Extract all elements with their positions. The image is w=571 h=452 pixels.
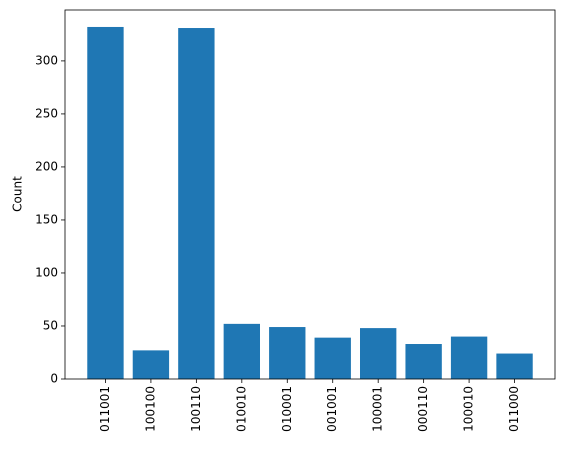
bar: [132, 350, 170, 379]
y-tick-label: 100: [35, 265, 58, 279]
y-axis-label: Count: [11, 176, 25, 212]
x-tick-label: 100110: [189, 386, 203, 432]
y-tick-label: 250: [35, 106, 58, 120]
x-tick-label: 100010: [462, 386, 476, 432]
bar: [496, 353, 533, 379]
plot-frame: [64, 9, 556, 380]
y-tick-label: 150: [35, 212, 58, 226]
bar: [360, 328, 397, 379]
x-tick-label: 000110: [416, 386, 430, 432]
bar: [405, 344, 442, 379]
bar: [178, 28, 215, 380]
x-tick-label: 011000: [507, 386, 521, 432]
y-tick-label: 300: [35, 53, 58, 67]
bar: [314, 337, 351, 379]
bar: [450, 336, 488, 379]
x-tick-label: 010010: [234, 386, 248, 432]
x-tick-label: 011001: [98, 386, 112, 432]
x-tick-label: 001001: [325, 386, 339, 432]
x-tick-label: 100100: [143, 386, 157, 432]
y-tick-label: 200: [35, 159, 58, 173]
y-tick-label: 0: [50, 372, 58, 386]
y-tick-label: 50: [43, 318, 58, 332]
bar: [87, 26, 124, 380]
bar: [223, 323, 260, 379]
x-tick-label: 010001: [280, 386, 294, 432]
x-tick-label: 100001: [371, 386, 385, 432]
bar: [269, 327, 306, 379]
